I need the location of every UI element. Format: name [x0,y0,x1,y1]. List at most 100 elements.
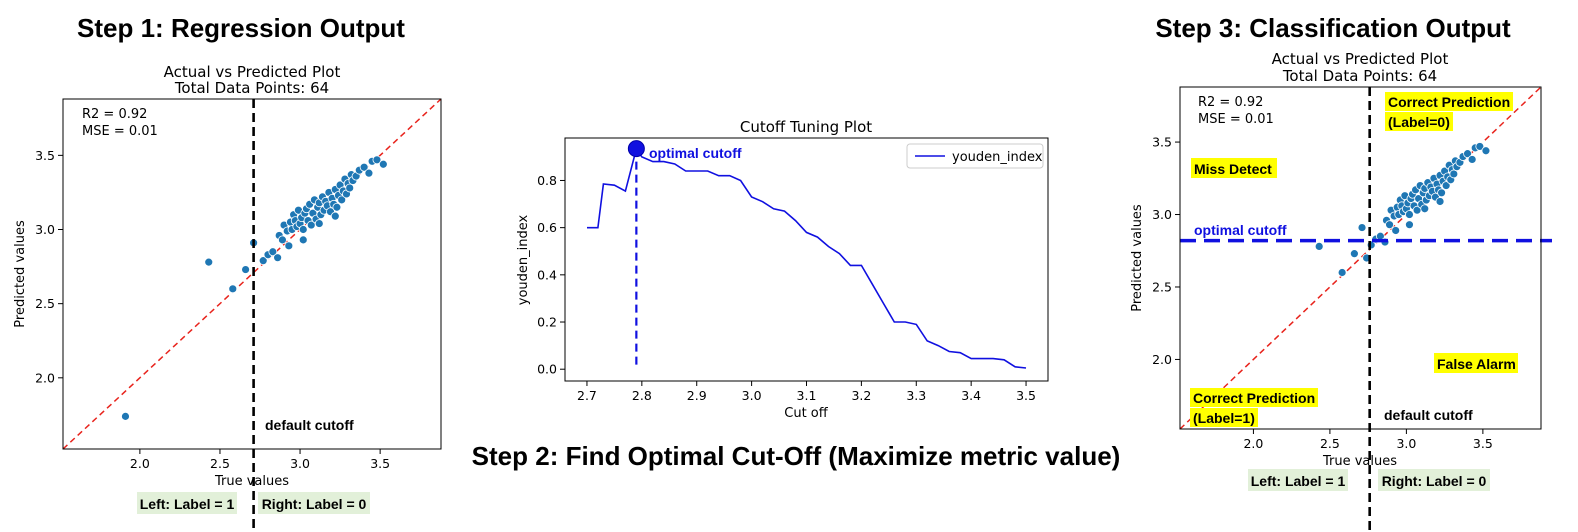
chart1-point [204,257,214,267]
chart3-right-label-bg [1378,469,1490,491]
chart1-point [228,284,238,294]
chart1-point [345,183,355,193]
chart3-mse: MSE = 0.01 [1198,112,1274,127]
chart2-optimal-marker [627,140,645,158]
chart3-frame [1179,86,1542,430]
chart3-point [1391,226,1401,235]
chart3-point [1405,220,1414,230]
chart3-tr-label-bg1 [1385,92,1513,111]
chart3-point [1405,210,1414,219]
chart1-point [337,195,347,205]
chart3-bl-label-line1: Correct Prediction [1193,390,1315,406]
step1-title: Step 1: Regression Output [77,13,405,43]
chart1-ytick-label: 3.5 [35,148,55,163]
chart3-default-cutoff-label: default cutoff [1384,407,1473,423]
chart1-right-label: Right: Label = 0 [262,496,367,512]
chart2-xtick-label: 2.8 [632,388,652,403]
chart3-br-label-bg [1434,353,1518,373]
chart1-point [359,162,369,172]
chart1-point [284,241,294,251]
chart3-optimal-label: optimal cutoff [1194,222,1287,238]
chart2-ytick-label: 0.0 [537,362,557,377]
chart1-default-cutoff-label: default cutoff [265,417,354,433]
chart1-title: Actual vs Predicted Plot [164,63,341,81]
chart3-tl-label-bg [1191,158,1277,178]
chart3-point [1467,155,1477,164]
chart2-xtick-label: 2.7 [577,388,597,403]
chart2-legend: youden_index [906,143,1044,169]
chart1-ytick-label: 2.0 [35,370,55,385]
chart3-bl-label-bg2 [1190,408,1258,427]
chart3-ytick-label: 2.5 [1152,279,1172,294]
chart1-subtitle: Total Data Points: 64 [174,79,329,97]
chart3-bl-label-bg1 [1190,388,1318,407]
chart3-point [1463,149,1472,159]
chart3-point [1437,188,1446,198]
chart3-point [1441,181,1451,190]
chart1-mse: MSE = 0.01 [82,124,158,139]
cutoff-tuning-plot: Cutoff Tuning Plot 2.7 2.8 2.9 3.0 3.1 3.2 3.3… [516,118,1049,421]
chart3-xtick-label: 2.5 [1320,436,1340,451]
chart2-xtick-label: 3.0 [742,388,762,403]
chart3-xlabel: True values [1322,454,1397,469]
chart2-xtick-label: 3.4 [961,388,981,403]
chart3-point [1420,204,1430,214]
chart1-point [364,168,374,178]
chart2-xtick-label: 3.2 [851,388,871,403]
chart1-point [330,211,340,221]
chart3-point [1337,268,1347,277]
chart3-r2: R2 = 0.92 [1198,95,1263,110]
chart3-ytick-label: 3.0 [1152,207,1172,222]
chart2-xtick-label: 3.3 [906,388,926,403]
chart3-left-label: Left: Label = 1 [1251,473,1346,489]
chart1-xtick-label: 2.0 [130,456,150,471]
chart2-ytick-label: 0.4 [537,267,557,282]
chart3-point [1314,242,1324,251]
chart3-tr-label-line1: Correct Prediction [1388,94,1510,110]
chart3-ytick-label: 3.5 [1152,135,1172,150]
chart1-frame [62,98,442,450]
regression-plot: Actual vs Predicted Plot Total Data Poin… [13,63,442,532]
chart1-point [258,256,268,266]
chart3-point [1481,146,1491,156]
chart1-point [268,247,278,257]
chart3-br-label: False Alarm [1437,356,1516,372]
chart2-xtick-label: 2.9 [687,388,707,403]
chart1-ylabel: Predicted values [13,220,28,328]
chart1-point [121,411,130,421]
chart3-right-label: Right: Label = 0 [1382,473,1487,489]
chart3-identity-line [1179,86,1542,430]
chart1-point [273,253,283,263]
step2-title: Step 2: Find Optimal Cut-Off (Maximize m… [472,441,1121,471]
chart1-xlabel: True values [214,474,289,489]
chart2-optimal-label: optimal cutoff [649,145,742,161]
chart3-point [1349,249,1359,259]
chart1-point [332,202,342,212]
chart1-left-label-bg [137,492,237,514]
chart3-point [1385,220,1394,230]
chart2-ytick-label: 0.6 [537,220,557,235]
chart3-point [1435,197,1445,206]
chart3-title: Actual vs Predicted Plot [1272,50,1449,68]
chart2-series-line [587,146,1027,369]
chart3-point [1357,223,1367,232]
chart1-ytick-label: 2.5 [35,296,55,311]
chart2-title: Cutoff Tuning Plot [740,118,872,136]
chart3-tr-label-line2: (Label=0) [1388,114,1450,130]
chart1-point [241,265,250,274]
chart1-xtick-label: 2.5 [210,456,230,471]
chart1-point [372,155,382,165]
chart1-identity-line [62,98,442,450]
chart2-legend-box [906,143,1044,169]
chart1-r2: R2 = 0.92 [82,107,147,122]
chart2-xtick-label: 3.1 [797,388,817,403]
chart2-ytick-label: 0.2 [537,315,557,330]
step3-title: Step 3: Classification Output [1155,13,1511,43]
chart1-left-label: Left: Label = 1 [140,496,235,512]
chart3-xtick-label: 2.0 [1243,436,1263,451]
chart3-left-label-bg [1248,469,1348,491]
chart3-subtitle: Total Data Points: 64 [1282,67,1437,85]
chart3-ytick-label: 2.0 [1152,352,1172,367]
chart1-xtick-label: 3.0 [290,456,310,471]
chart2-ylabel: youden_index [516,214,531,305]
